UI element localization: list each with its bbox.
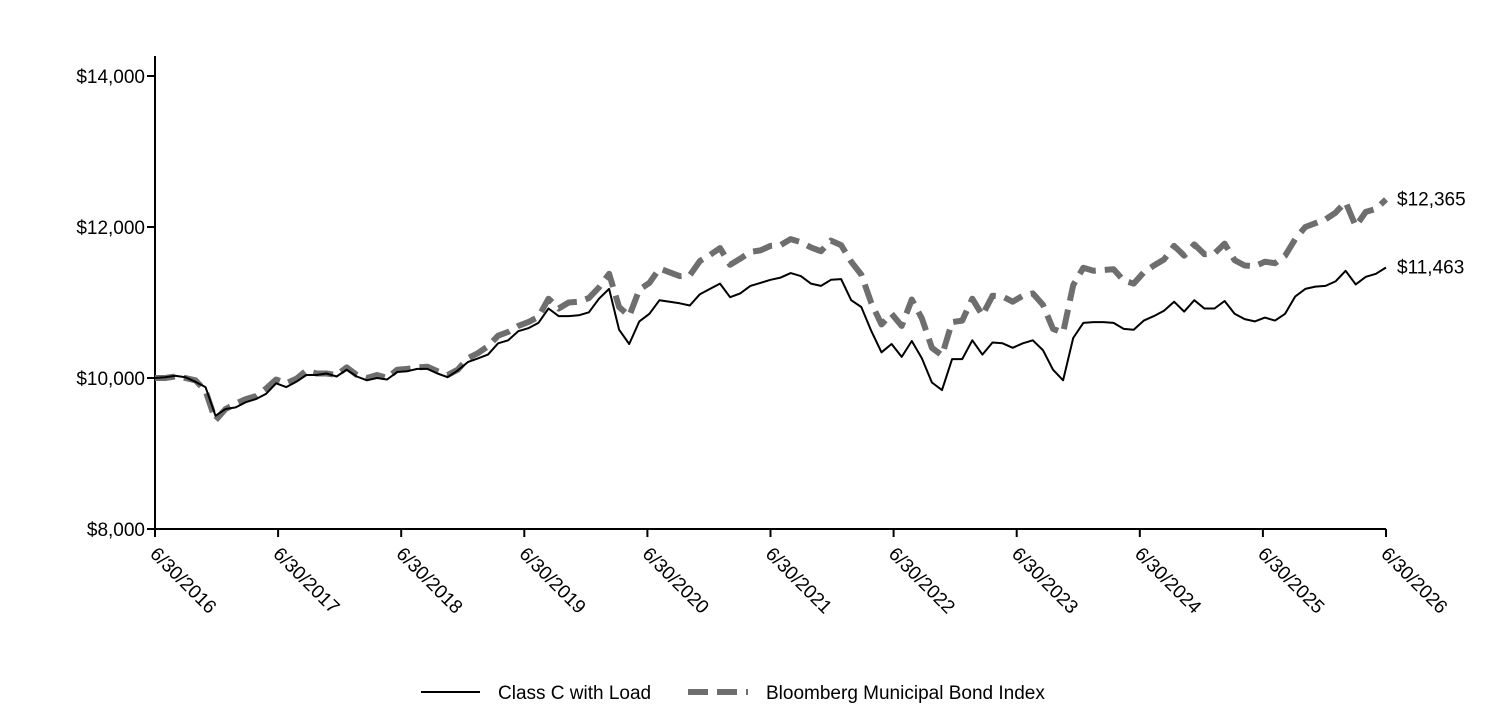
x-tick-label: 6/30/2016 bbox=[145, 544, 220, 619]
x-tick-label: 6/30/2018 bbox=[392, 544, 467, 619]
legend-label-bloomberg-index: Bloomberg Municipal Bond Index bbox=[766, 683, 1045, 704]
y-tick-label: $10,000 bbox=[76, 369, 145, 390]
x-tick-label: 6/30/2023 bbox=[1007, 544, 1082, 619]
series-line-bloomberg-index bbox=[155, 197, 1389, 424]
x-axis: 6/30/2016 6/30/2017 6/30/2018 6/30/2019 6/30… bbox=[145, 528, 1451, 619]
series-end-label: $11,463 bbox=[1397, 258, 1464, 279]
y-tick-label: $14,000 bbox=[76, 67, 145, 88]
x-tick-label: 6/30/2026 bbox=[1376, 544, 1451, 619]
series-line-class-c bbox=[154, 266, 1387, 417]
series-end-label: $12,365 bbox=[1397, 189, 1466, 210]
y-axis: $8,000 $10,000 $12,000 $14,000 bbox=[76, 56, 156, 541]
x-tick-label: 6/30/2024 bbox=[1130, 544, 1205, 619]
x-tick-label: 6/30/2020 bbox=[638, 544, 713, 619]
legend-label-class-c: Class C with Load bbox=[498, 683, 651, 704]
y-tick-label: $12,000 bbox=[76, 218, 145, 239]
y-tick-label: $8,000 bbox=[87, 520, 145, 541]
end-labels: $12,365 $11,463 bbox=[1397, 189, 1466, 278]
series-layer bbox=[154, 197, 1389, 424]
x-tick-label: 6/30/2021 bbox=[761, 544, 836, 619]
x-tick-label: 6/30/2022 bbox=[884, 544, 959, 619]
x-tick-label: 6/30/2019 bbox=[515, 544, 590, 619]
x-tick-label: 6/30/2017 bbox=[269, 544, 344, 619]
legend: Class C with Load Bloomberg Municipal Bon… bbox=[421, 683, 1045, 704]
x-tick-label: 6/30/2025 bbox=[1253, 544, 1328, 619]
